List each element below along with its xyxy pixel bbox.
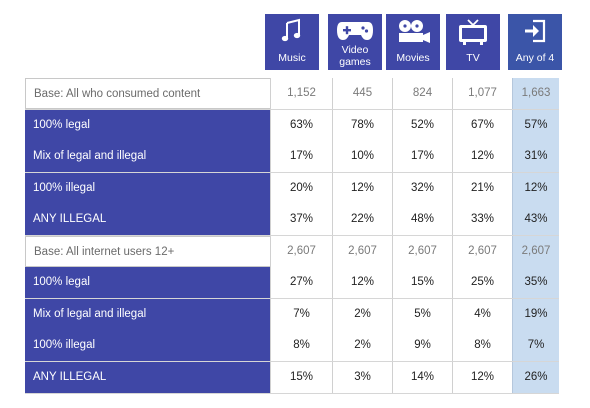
base-count-cell: 2,607 — [332, 235, 392, 267]
row-label: 100% legal — [25, 109, 270, 141]
table-row: ANY ILLEGAL 37% 22% 48% 33% 43% — [25, 204, 559, 236]
base-count-cell: 2,607 — [270, 235, 332, 267]
column-header-music: Music — [265, 14, 319, 70]
value-cell: 7% — [270, 298, 332, 330]
base-row: Base: All internet users 12+ 2,607 2,607 2,… — [25, 235, 559, 268]
value-cell: 4% — [452, 298, 512, 330]
base-count-cell: 1,077 — [452, 78, 512, 109]
value-cell: 32% — [392, 172, 452, 204]
value-cell: 5% — [392, 298, 452, 330]
value-cell: 17% — [392, 141, 452, 172]
column-header-tv: TV — [446, 14, 500, 70]
base-count-cell: 2,607 — [392, 235, 452, 267]
value-cell: 3% — [332, 361, 392, 393]
value-cell: 48% — [392, 204, 452, 235]
gamepad-icon — [337, 22, 373, 40]
row-label: 100% legal — [25, 267, 270, 298]
enter-icon — [525, 19, 546, 43]
value-cell: 12% — [332, 267, 392, 298]
row-label: Mix of legal and illegal — [25, 141, 270, 172]
column-label: Any of 4 — [515, 52, 555, 64]
base-label: Base: All internet users 12+ — [25, 235, 270, 267]
base-count-cell: 1,663 — [512, 78, 559, 109]
base-count-cell: 445 — [332, 78, 392, 109]
column-header-video-games: Video games — [328, 14, 382, 70]
value-cell: 10% — [332, 141, 392, 172]
table-row: Mix of legal and illegal 7% 2% 5% 4% 19% — [25, 298, 559, 331]
value-cell: 57% — [512, 109, 559, 141]
value-cell: 17% — [270, 141, 332, 172]
film-reel-icon — [399, 20, 430, 43]
value-cell: 31% — [512, 141, 559, 172]
value-cell: 8% — [452, 330, 512, 361]
table-row: ANY ILLEGAL 15% 3% 14% 12% 26% — [25, 361, 559, 394]
column-label: Video games — [339, 44, 371, 68]
value-cell: 15% — [392, 267, 452, 298]
value-cell: 63% — [270, 109, 332, 141]
value-cell: 2% — [332, 298, 392, 330]
value-cell: 78% — [332, 109, 392, 141]
table-row: 100% illegal 8% 2% 9% 8% 7% — [25, 330, 559, 362]
tv-icon — [459, 19, 487, 45]
value-cell: 27% — [270, 267, 332, 298]
value-cell: 12% — [452, 361, 512, 393]
value-cell: 9% — [392, 330, 452, 361]
value-cell: 20% — [270, 172, 332, 204]
value-cell: 67% — [452, 109, 512, 141]
table-row: 100% legal 63% 78% 52% 67% 57% — [25, 109, 559, 142]
column-header-any-of-4: Any of 4 — [508, 14, 562, 70]
base-label: Base: All who consumed content — [25, 78, 270, 109]
row-label: 100% illegal — [25, 330, 270, 361]
column-label: Movies — [396, 52, 430, 64]
row-label: ANY ILLEGAL — [25, 361, 270, 393]
value-cell: 12% — [512, 172, 559, 204]
music-note-icon — [281, 18, 301, 42]
row-label: Mix of legal and illegal — [25, 298, 270, 330]
value-cell: 22% — [332, 204, 392, 235]
value-cell: 8% — [270, 330, 332, 361]
base-count-cell: 2,607 — [512, 235, 559, 267]
column-label: TV — [466, 52, 480, 64]
row-divider — [25, 392, 559, 394]
row-label: 100% illegal — [25, 172, 270, 204]
value-cell: 21% — [452, 172, 512, 204]
value-cell: 52% — [392, 109, 452, 141]
base-count-cell: 824 — [392, 78, 452, 109]
value-cell: 35% — [512, 267, 559, 298]
base-row: Base: All who consumed content 1,152 445 82… — [25, 78, 559, 110]
value-cell: 12% — [452, 141, 512, 172]
value-cell: 19% — [512, 298, 559, 330]
value-cell: 14% — [392, 361, 452, 393]
value-cell: 12% — [332, 172, 392, 204]
value-cell: 7% — [512, 330, 559, 361]
column-label: Music — [278, 52, 306, 64]
table-row: 100% illegal 20% 12% 32% 21% 12% — [25, 172, 559, 205]
base-count-cell: 1,152 — [270, 78, 332, 109]
table-row: Mix of legal and illegal 17% 10% 17% 12% 31% — [25, 141, 559, 173]
value-cell: 25% — [452, 267, 512, 298]
value-cell: 43% — [512, 204, 559, 235]
value-cell: 37% — [270, 204, 332, 235]
table-row: 100% legal 27% 12% 15% 25% 35% — [25, 267, 559, 299]
row-label: ANY ILLEGAL — [25, 204, 270, 235]
value-cell: 15% — [270, 361, 332, 393]
base-count-cell: 2,607 — [452, 235, 512, 267]
column-header-movies: Movies — [386, 14, 440, 70]
value-cell: 26% — [512, 361, 559, 393]
value-cell: 33% — [452, 204, 512, 235]
value-cell: 2% — [332, 330, 392, 361]
